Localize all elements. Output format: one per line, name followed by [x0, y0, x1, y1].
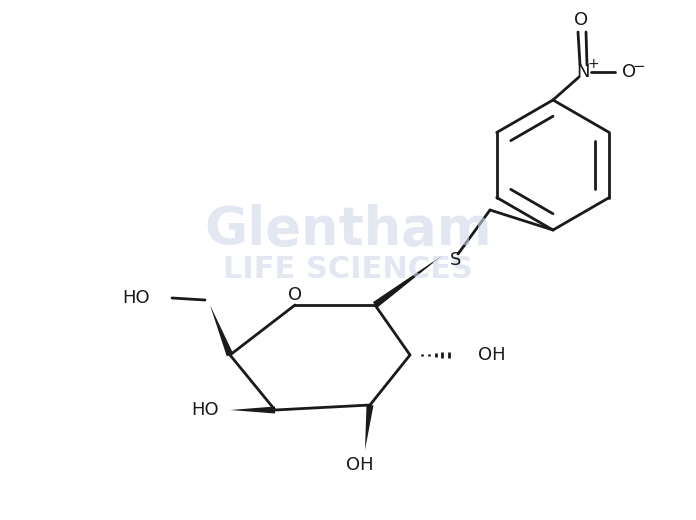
Text: N: N — [576, 63, 590, 81]
Text: OH: OH — [478, 346, 505, 364]
Text: HO: HO — [191, 401, 219, 419]
Polygon shape — [210, 305, 233, 356]
Polygon shape — [365, 405, 374, 450]
Text: +: + — [587, 57, 599, 71]
Text: O: O — [622, 63, 636, 81]
Text: S: S — [450, 251, 461, 269]
Text: Glentham: Glentham — [204, 204, 492, 256]
Text: O: O — [288, 286, 302, 304]
Text: OH: OH — [346, 456, 374, 474]
Polygon shape — [373, 255, 443, 308]
Text: LIFE SCIENCES: LIFE SCIENCES — [223, 255, 473, 284]
Text: −: − — [633, 59, 645, 73]
Polygon shape — [230, 407, 275, 413]
Text: HO: HO — [122, 289, 150, 307]
Text: O: O — [574, 11, 588, 29]
